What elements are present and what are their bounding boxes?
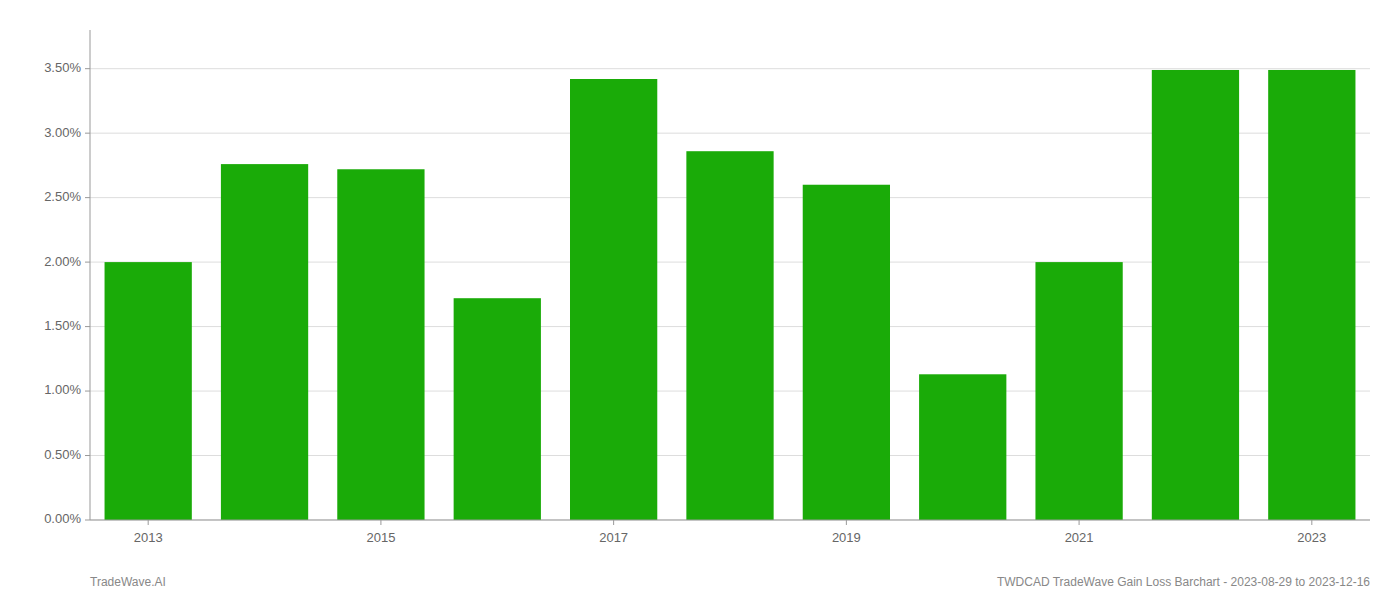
y-tick	[85, 197, 90, 198]
x-tick	[148, 520, 149, 525]
bar	[686, 151, 773, 520]
bar	[1152, 70, 1239, 520]
y-tick-label: 2.50%	[44, 189, 81, 204]
y-tick	[85, 133, 90, 134]
x-tick	[846, 520, 847, 525]
y-tick-label: 3.00%	[44, 125, 81, 140]
x-tick-label: 2017	[599, 530, 628, 545]
y-tick-label: 0.50%	[44, 447, 81, 462]
grid-line	[90, 520, 1370, 521]
x-tick	[613, 520, 614, 525]
y-tick	[85, 455, 90, 456]
bar	[337, 169, 424, 520]
bar	[1268, 70, 1355, 520]
bars	[105, 70, 1356, 520]
y-axis-line	[90, 30, 91, 520]
y-tick-label: 1.50%	[44, 318, 81, 333]
bar	[105, 262, 192, 520]
bar	[919, 374, 1006, 520]
y-tick	[85, 68, 90, 69]
chart-container: 0.00% 0.50% 1.00% 1.50% 2.00% 2.50% 3.00% 3.50%…	[0, 0, 1400, 600]
y-axis: 0.00% 0.50% 1.00% 1.50% 2.00% 2.50% 3.00% 3.50%	[44, 30, 90, 526]
y-tick	[85, 520, 90, 521]
bar	[1035, 262, 1122, 520]
y-tick-label: 0.00%	[44, 511, 81, 526]
x-tick-label: 2019	[832, 530, 861, 545]
x-tick	[380, 520, 381, 525]
x-tick-label: 2023	[1297, 530, 1326, 545]
y-tick-label: 2.00%	[44, 254, 81, 269]
y-tick	[85, 326, 90, 327]
footer: TradeWave.AI TWDCAD TradeWave Gain Loss B…	[90, 575, 1370, 589]
bar	[570, 79, 657, 520]
y-tick	[85, 262, 90, 263]
x-axis-line	[90, 520, 1370, 521]
x-axis: 2013 2015 2017 2019 2021 2023	[90, 520, 1370, 545]
x-tick	[1079, 520, 1080, 525]
footer-text: TWDCAD TradeWave Gain Loss Barchart - 20…	[997, 575, 1370, 589]
footer-text: TradeWave.AI	[90, 575, 166, 589]
chart-svg: 0.00% 0.50% 1.00% 1.50% 2.00% 2.50% 3.00% 3.50%…	[0, 0, 1400, 600]
grid-line	[90, 68, 1370, 69]
bar	[803, 185, 890, 520]
x-tick-label: 2021	[1065, 530, 1094, 545]
bar	[454, 298, 541, 520]
y-tick-label: 1.00%	[44, 382, 81, 397]
x-tick-label: 2015	[366, 530, 395, 545]
y-grid	[90, 69, 1370, 520]
y-tick	[85, 391, 90, 392]
x-tick	[1311, 520, 1312, 525]
y-tick-label: 3.50%	[44, 60, 81, 75]
bar	[221, 164, 308, 520]
x-tick-label: 2013	[134, 530, 163, 545]
